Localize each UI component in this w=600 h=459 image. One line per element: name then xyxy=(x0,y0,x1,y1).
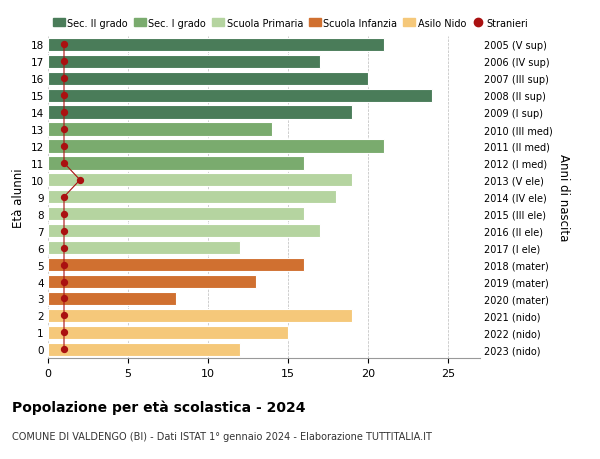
Bar xyxy=(48,275,256,289)
Bar xyxy=(48,191,336,204)
Point xyxy=(59,329,69,336)
Legend: Sec. II grado, Sec. I grado, Scuola Primaria, Scuola Infanzia, Asilo Nido, Stran: Sec. II grado, Sec. I grado, Scuola Prim… xyxy=(53,19,529,28)
Point xyxy=(59,261,69,269)
Bar xyxy=(48,73,368,85)
Bar xyxy=(48,123,272,136)
Point xyxy=(59,228,69,235)
Point xyxy=(59,143,69,150)
Bar xyxy=(48,207,304,221)
Point xyxy=(59,109,69,117)
Bar xyxy=(48,292,176,305)
Point xyxy=(59,41,69,49)
Point xyxy=(59,245,69,252)
Y-axis label: Anni di nascita: Anni di nascita xyxy=(557,154,569,241)
Bar xyxy=(48,326,288,339)
Bar xyxy=(48,343,240,356)
Bar xyxy=(48,241,240,255)
Bar xyxy=(48,258,304,272)
Bar xyxy=(48,309,352,322)
Point xyxy=(59,346,69,353)
Text: Popolazione per età scolastica - 2024: Popolazione per età scolastica - 2024 xyxy=(12,399,305,414)
Bar xyxy=(48,39,384,52)
Bar xyxy=(48,56,320,69)
Point xyxy=(59,92,69,100)
Point xyxy=(59,126,69,134)
Bar xyxy=(48,224,320,238)
Bar xyxy=(48,140,384,153)
Text: COMUNE DI VALDENGO (BI) - Dati ISTAT 1° gennaio 2024 - Elaborazione TUTTITALIA.I: COMUNE DI VALDENGO (BI) - Dati ISTAT 1° … xyxy=(12,431,432,442)
Point xyxy=(59,211,69,218)
Bar xyxy=(48,106,352,119)
Point xyxy=(59,160,69,167)
Bar xyxy=(48,174,352,187)
Bar xyxy=(48,157,304,170)
Point xyxy=(75,177,85,184)
Point xyxy=(59,194,69,201)
Y-axis label: Età alunni: Età alunni xyxy=(12,168,25,227)
Point xyxy=(59,278,69,285)
Point xyxy=(59,295,69,302)
Point xyxy=(59,312,69,319)
Point xyxy=(59,75,69,83)
Bar xyxy=(48,90,432,102)
Point xyxy=(59,58,69,66)
